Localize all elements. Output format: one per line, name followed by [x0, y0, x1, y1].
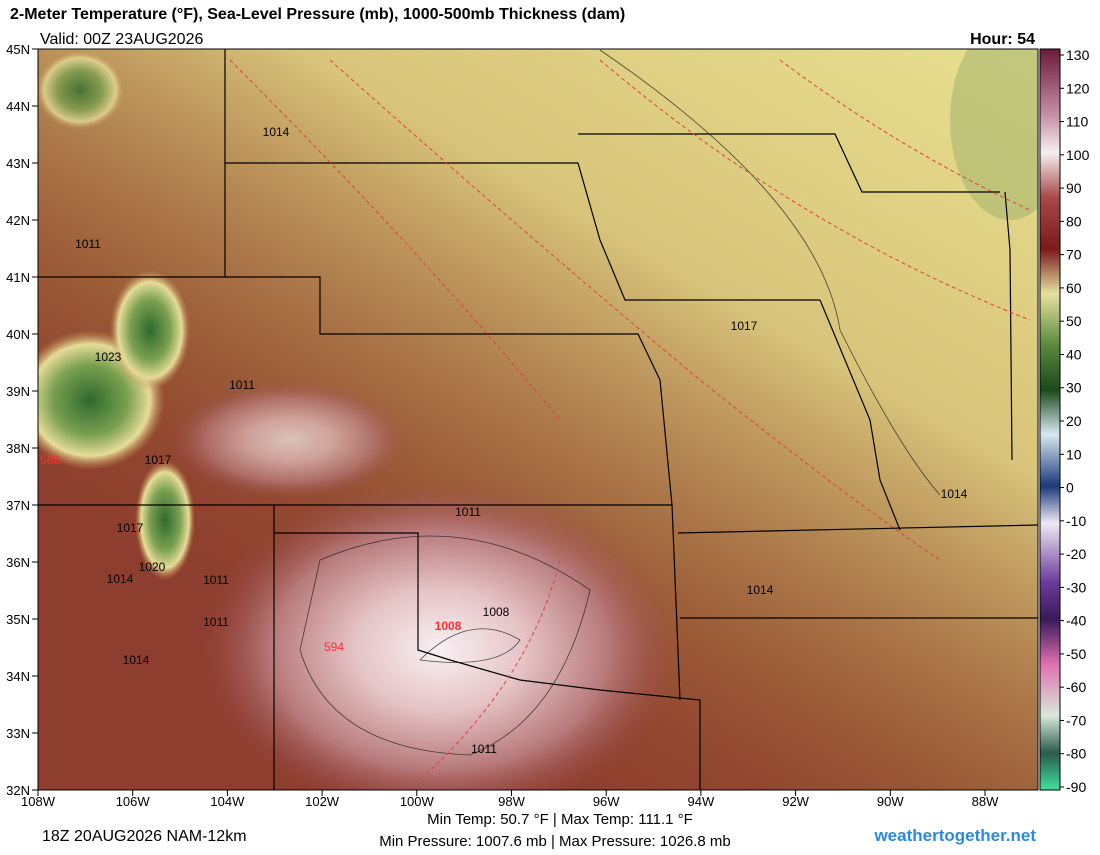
isobar-label: 1023: [95, 350, 122, 364]
thickness-label: 594: [324, 640, 344, 654]
colorbar-label: 40: [1066, 346, 1082, 362]
lat-label: 36N: [6, 555, 30, 570]
lat-label: 44N: [6, 99, 30, 114]
lat-label: 45N: [6, 42, 30, 57]
colorbar-label: -40: [1066, 613, 1086, 629]
lat-label: 33N: [6, 726, 30, 741]
valid-time: Valid: 00Z 23AUG2026: [40, 31, 203, 48]
lat-label: 38N: [6, 441, 30, 456]
isobar-label: 1014: [123, 653, 150, 667]
isobar-label: 1017: [145, 453, 172, 467]
colorbar-label: 120: [1066, 80, 1090, 96]
colorbar-label: -30: [1066, 579, 1086, 595]
lon-label: 102W: [305, 794, 340, 809]
isobar-label: 1017: [731, 319, 758, 333]
isobar-label: 1011: [203, 615, 229, 629]
isobar-label: 1011: [229, 378, 255, 392]
site-link[interactable]: weathertogether.net: [873, 826, 1036, 845]
lon-label: 96W: [593, 794, 620, 809]
map: [38, 49, 1038, 790]
lon-label: 104W: [210, 794, 245, 809]
lat-label: 35N: [6, 612, 30, 627]
lon-label: 106W: [116, 794, 151, 809]
model-run: 18Z 20AUG2026 NAM-12km: [42, 828, 247, 845]
isobar-label: 1011: [471, 742, 497, 756]
isobar-label: 1014: [747, 583, 774, 597]
colorbar: [1039, 48, 1061, 791]
lat-label: 43N: [6, 156, 30, 171]
isobar-label: 1014: [107, 572, 134, 586]
colorbar-label: -80: [1066, 746, 1086, 762]
colorbar-label: -20: [1066, 546, 1086, 562]
lon-label: 88W: [972, 794, 999, 809]
colorbar-label: 80: [1066, 213, 1082, 229]
colorbar-label: -50: [1066, 646, 1086, 662]
colorbar-label: 50: [1066, 313, 1082, 329]
isobar-label: 1014: [263, 125, 290, 139]
colorbar-label: 60: [1066, 280, 1082, 296]
forecast-hour: Hour: 54: [970, 31, 1035, 48]
lat-label: 42N: [6, 213, 30, 228]
colorbar-label: -60: [1066, 679, 1086, 695]
colorbar-label: -10: [1066, 513, 1086, 529]
thickness-label: 588: [40, 453, 60, 467]
isobar-label: 1011: [75, 237, 101, 251]
colorbar-label: 110: [1066, 114, 1089, 130]
colorbar-label: 70: [1066, 247, 1082, 263]
colorbar-label: 0: [1066, 480, 1074, 496]
isobar-label: 1011: [203, 573, 229, 587]
colorbar-label: 130: [1066, 47, 1090, 63]
colorbar-label: 20: [1066, 413, 1082, 429]
temp-range: Min Temp: 50.7 °F | Max Temp: 111.1 °F: [427, 811, 693, 828]
lon-label: 108W: [21, 794, 56, 809]
lat-label: 34N: [6, 669, 30, 684]
lat-label: 32N: [6, 783, 30, 798]
lon-label: 98W: [498, 794, 525, 809]
title: 2-Meter Temperature (°F), Sea-Level Pres…: [10, 6, 625, 23]
lon-label: 94W: [688, 794, 715, 809]
lat-label: 41N: [6, 270, 30, 285]
isobar-label: 1008: [483, 605, 510, 619]
colorbar-label: 100: [1066, 147, 1090, 163]
lon-label: 100W: [400, 794, 435, 809]
isobar-label: 1017: [117, 521, 144, 535]
isobar-label: 1020: [139, 560, 166, 574]
isobar-label: 1011: [455, 505, 481, 519]
colorbar-label: 30: [1066, 380, 1082, 396]
isobar-label: 1014: [941, 487, 968, 501]
colorbar-label: 10: [1066, 446, 1082, 462]
colorbar-label: 90: [1066, 180, 1082, 196]
lon-label: 92W: [782, 794, 809, 809]
colorbar-label: -90: [1066, 779, 1086, 795]
lon-label: 90W: [877, 794, 904, 809]
lat-label: 40N: [6, 327, 30, 342]
pressure-range: Min Pressure: 1007.6 mb | Max Pressure: …: [379, 833, 731, 850]
colorbar-label: -70: [1066, 712, 1086, 728]
map-frame: [37, 48, 1039, 791]
lat-label: 37N: [6, 498, 30, 513]
lat-label: 39N: [6, 384, 30, 399]
thickness-label: 1008: [435, 619, 462, 633]
